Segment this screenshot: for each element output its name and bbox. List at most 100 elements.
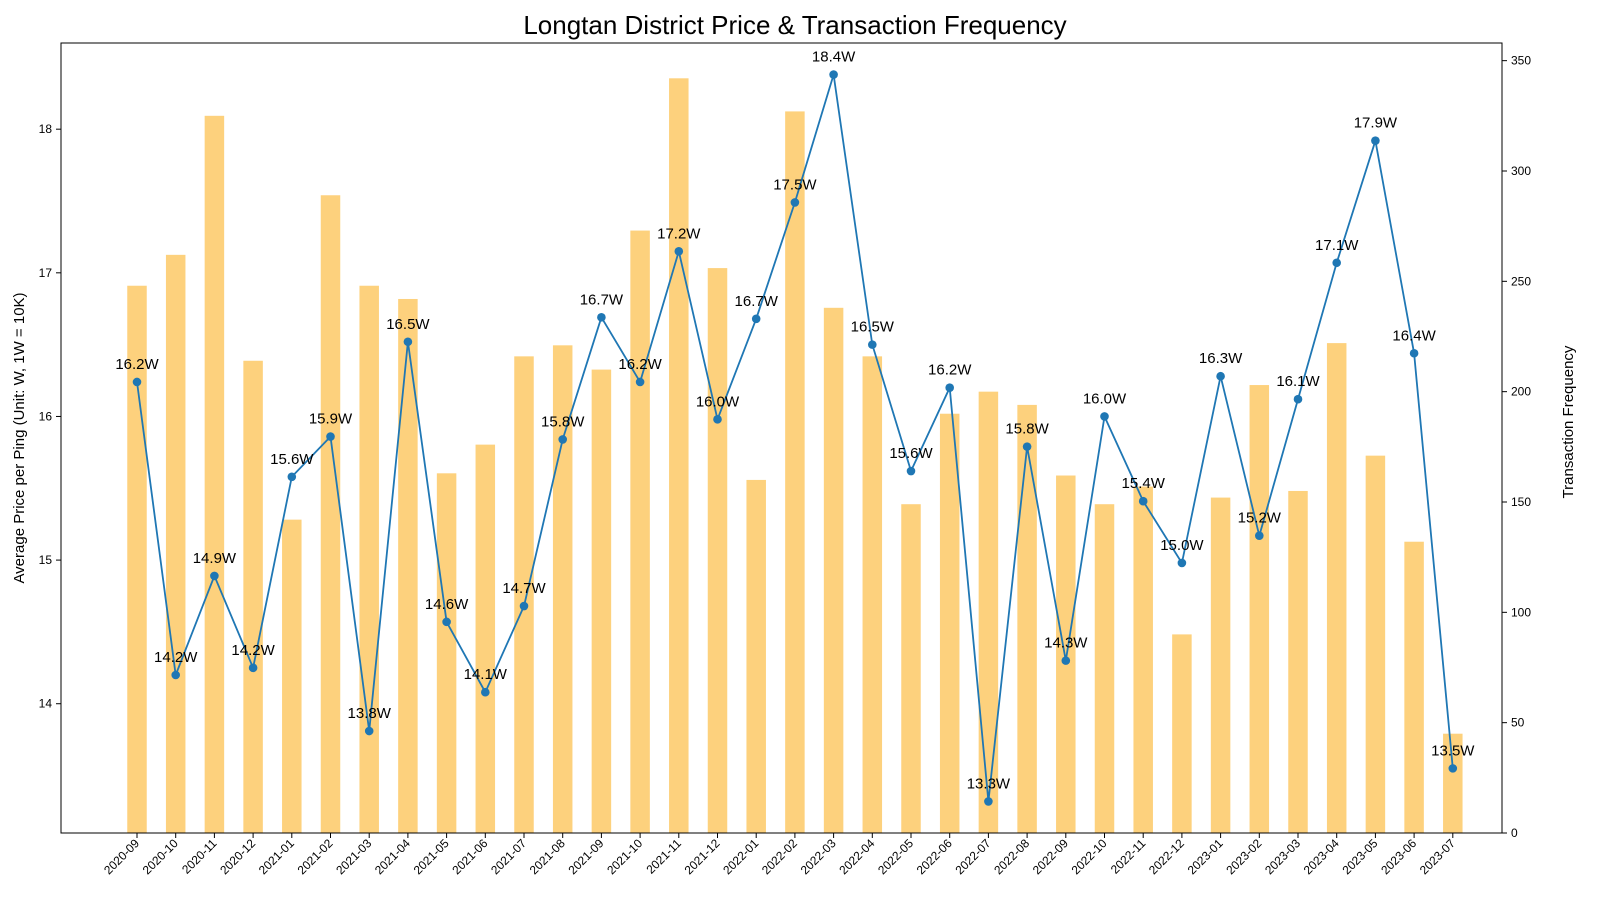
price-point [829,70,838,79]
transaction-bar [630,230,650,834]
price-data-label: 15.9W [309,411,353,428]
price-data-label: 16.5W [851,319,895,336]
price-data-label: 15.6W [270,451,314,468]
y-axis-right-title: Transaction Frequency [1560,345,1577,498]
transaction-bar [746,479,766,833]
price-data-label: 14.9W [193,550,237,567]
price-point [1448,764,1458,773]
bars-layer [127,78,1463,834]
y-right-tick-label: 50 [1511,716,1525,730]
price-point [945,383,954,393]
price-point [1061,656,1071,665]
price-data-label: 17.2W [657,225,701,242]
transaction-bar [204,115,225,833]
data-labels-layer: 16.2W 14.2W 14.9W 14.2W 15.6W 15.9W 13.8W 16.5W… [115,49,1475,793]
transaction-bar [1017,404,1037,833]
y-right-tick-label: 300 [1511,164,1531,178]
price-point [1255,531,1264,540]
price-point [481,687,490,697]
y-left-tick-label: 14 [39,697,53,711]
plot-frame [60,42,1503,834]
transaction-bar [1404,541,1424,833]
y-axis-left-title: Average Price per Ping (Unit: W, 1W = 10… [11,292,28,583]
y-left-tick-label: 15 [39,553,53,567]
price-point [442,617,451,627]
transaction-bar [1443,733,1463,833]
price-data-label: 17.9W [1354,115,1398,132]
y-left-tick-label: 17 [39,266,53,280]
price-point [635,377,645,387]
transaction-bar [243,360,263,833]
transaction-bar [939,413,960,833]
price-point [210,571,219,581]
y-left-tick-label: 18 [39,122,53,136]
transaction-bar [1172,634,1192,833]
price-point [287,472,297,482]
transaction-bar [552,345,573,833]
price-point [132,377,142,387]
price-data-label: 17.1W [1315,237,1359,254]
price-point [597,313,606,322]
price-point [1293,394,1303,404]
price-data-label: 17.5W [773,176,817,193]
price-point [1371,136,1380,145]
price-data-label: 13.8W [348,705,392,722]
y-right-tick-label: 100 [1511,605,1531,619]
transaction-bar [978,391,999,833]
price-data-label: 14.1W [464,666,508,683]
price-data-label: 15.8W [541,413,585,430]
price-point [674,246,684,256]
y-right-tick-label: 0 [1511,826,1518,840]
transaction-bar [823,307,844,834]
transaction-bar [398,298,418,833]
price-data-label: 16.1W [1276,373,1320,390]
transaction-bar [320,195,341,833]
price-point [558,435,567,444]
price-data-label: 18.4W [812,49,856,66]
transaction-bar [785,111,805,833]
y-right-tick-label: 150 [1511,495,1531,509]
price-point [1216,371,1225,381]
transaction-bar [1249,385,1270,833]
price-point [248,663,258,673]
price-data-label: 15.2W [1238,510,1282,527]
transaction-bar [359,285,379,833]
price-data-label: 15.4W [1122,475,1166,492]
price-data-label: 14.6W [425,596,469,613]
price-data-label: 16.5W [386,316,430,333]
price-data-label: 15.0W [1160,537,1204,554]
transaction-bar [1326,343,1347,833]
price-data-label: 14.2W [154,649,198,666]
price-point [984,797,993,806]
transaction-bar [514,356,534,833]
price-point [364,726,374,736]
price-data-label: 16.2W [928,362,972,379]
price-data-label: 13.3W [967,775,1011,792]
price-data-label: 15.8W [1005,421,1049,438]
transaction-bar [669,78,689,834]
y-left-tick-label: 16 [39,409,53,423]
y-right-tick-label: 200 [1511,385,1531,399]
price-data-label: 16.7W [580,291,624,308]
price-point [906,466,916,476]
transaction-bar [282,519,302,833]
price-data-label: 16.7W [735,293,779,310]
price-data-label: 16.0W [696,393,740,410]
transaction-bar [436,473,457,833]
price-point [1177,558,1187,568]
transaction-bar [1365,455,1386,833]
y-right-tick-label: 350 [1511,54,1531,68]
price-point [1100,412,1109,421]
price-point [1022,442,1032,451]
line-layer [132,70,1458,806]
price-data-label: 16.2W [618,356,662,373]
price-data-label: 14.7W [502,580,546,597]
price-data-label: 14.3W [1044,635,1088,652]
price-point [403,337,413,347]
transaction-bar [901,504,921,833]
price-data-label: 16.4W [1392,327,1436,344]
transaction-bar [475,444,496,833]
y-right-tick-label: 250 [1511,274,1531,288]
transaction-bar [707,268,728,833]
price-data-label: 16.3W [1199,350,1243,367]
